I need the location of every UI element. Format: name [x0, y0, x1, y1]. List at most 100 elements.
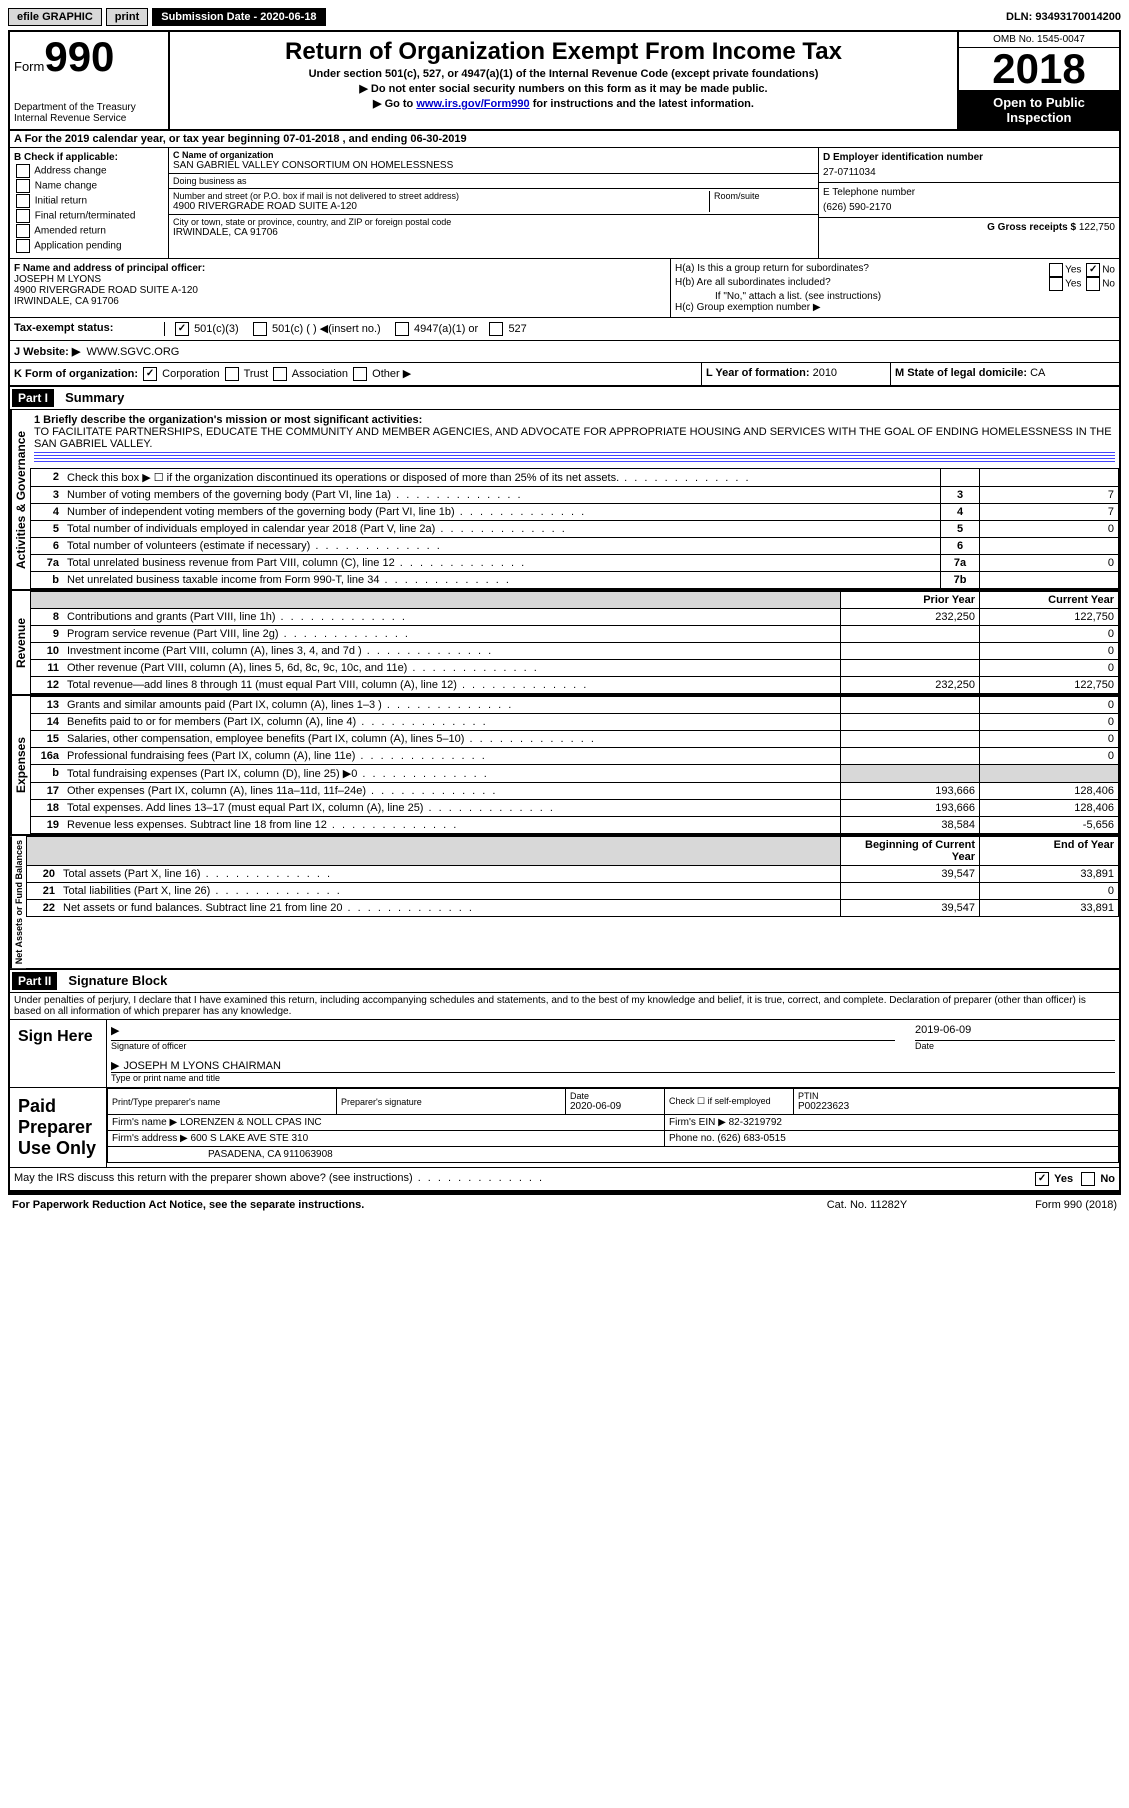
dept-label: Department of the Treasury Internal Reve… [14, 102, 164, 124]
check-corp[interactable] [143, 367, 157, 381]
check-501c[interactable] [253, 322, 267, 336]
table-row: 20Total assets (Part X, line 16)39,54733… [27, 866, 1119, 883]
addr-label: Number and street (or P.O. box if mail i… [173, 191, 709, 201]
pra-notice: For Paperwork Reduction Act Notice, see … [12, 1199, 767, 1211]
officer-signature-line[interactable] [111, 1024, 895, 1041]
subdate-value: 2020-06-18 [260, 11, 316, 23]
check-amended[interactable]: Amended return [14, 224, 164, 238]
table-row: 6Total number of volunteers (estimate if… [31, 538, 1119, 555]
firm-ein: 82-3219792 [729, 1117, 782, 1128]
501c3-label: 501(c)(3) [194, 323, 239, 335]
dln-label: DLN: 93493170014200 [1006, 11, 1121, 23]
part1-header: Part I Summary [10, 387, 1119, 410]
table-row: 7aTotal unrelated business revenue from … [31, 555, 1119, 572]
check-assoc[interactable] [273, 367, 287, 381]
corp-label: Corporation [162, 368, 219, 380]
revenue-table: Prior YearCurrent Year8Contributions and… [30, 591, 1119, 694]
k-column: K Form of organization: Corporation Trus… [10, 363, 702, 385]
d-label: D Employer identification number [823, 152, 1115, 163]
header-mid: Return of Organization Exempt From Incom… [170, 32, 957, 129]
officer-name: JOSEPH M LYONS [14, 274, 666, 285]
gross-receipts: 122,750 [1079, 222, 1115, 233]
hb-yes: Yes [1065, 279, 1081, 290]
other-label: Other ▶ [372, 368, 411, 380]
m-label: M State of legal domicile: [895, 367, 1027, 379]
mission-label: 1 Briefly describe the organization's mi… [34, 414, 1115, 426]
prep-sig-label: Preparer's signature [341, 1097, 561, 1107]
efile-button[interactable]: efile GRAPHIC [8, 8, 102, 26]
header-sub1: Under section 501(c), 527, or 4947(a)(1)… [178, 68, 949, 80]
prep-date: 2020-06-09 [570, 1101, 660, 1112]
column-deg: D Employer identification number 27-0711… [818, 148, 1119, 258]
j-label: J Website: ▶ [14, 346, 80, 358]
firm-phone: (626) 683-0515 [717, 1133, 785, 1144]
firm-addr1: 600 S LAKE AVE STE 310 [191, 1133, 309, 1144]
officer-name-line: JOSEPH M LYONS CHAIRMAN [111, 1059, 1115, 1073]
l-label: L Year of formation: [706, 367, 810, 379]
i-label: Tax-exempt status: [14, 322, 165, 336]
header-left: Form990 Department of the Treasury Inter… [10, 32, 170, 129]
header-sub3: ▶ Go to www.irs.gov/Form990 for instruct… [178, 97, 949, 110]
sub3-post: for instructions and the latest informat… [530, 98, 754, 110]
discuss-no: No [1100, 1173, 1115, 1185]
city-label: City or town, state or province, country… [173, 217, 814, 227]
table-row: 2Check this box ▶ ☐ if the organization … [31, 469, 1119, 487]
m-column: M State of legal domicile: CA [891, 363, 1119, 385]
instructions-link[interactable]: www.irs.gov/Form990 [416, 98, 529, 110]
column-b: B Check if applicable: Address change Na… [10, 148, 169, 258]
phone-value: (626) 590-2170 [823, 202, 1115, 213]
header-right: OMB No. 1545-0047 2018 Open to Public In… [957, 32, 1119, 129]
hb-label: H(b) Are all subordinates included? [675, 277, 1047, 291]
c-name-label: C Name of organization [173, 150, 814, 160]
sig-date: 2019-06-09 [915, 1024, 1115, 1041]
check-other[interactable] [353, 367, 367, 381]
table-row: 4Number of independent voting members of… [31, 504, 1119, 521]
check-501c3[interactable] [175, 322, 189, 336]
org-name: SAN GABRIEL VALLEY CONSORTIUM ON HOMELES… [173, 160, 814, 171]
discuss-no-check[interactable] [1081, 1172, 1095, 1186]
preparer-table: Print/Type preparer's name Preparer's si… [107, 1088, 1119, 1163]
header-sub2: ▶ Do not enter social security numbers o… [178, 82, 949, 95]
paid-preparer-row: Paid Preparer Use Only Print/Type prepar… [10, 1088, 1119, 1168]
check-address[interactable]: Address change [14, 164, 164, 178]
hb-note: If "No," attach a list. (see instruction… [675, 291, 1115, 302]
addr-value: 4900 RIVERGRADE ROAD SUITE A-120 [173, 201, 709, 212]
website-value: WWW.SGVC.ORG [86, 346, 179, 358]
tax-exempt-row: Tax-exempt status: 501(c)(3) 501(c) ( ) … [10, 318, 1119, 341]
b-label: B Check if applicable: [14, 152, 164, 163]
table-row: 11Other revenue (Part VIII, column (A), … [31, 660, 1119, 677]
prep-name-label: Print/Type preparer's name [112, 1097, 332, 1107]
check-application[interactable]: Application pending [14, 239, 164, 253]
print-button[interactable]: print [106, 8, 148, 26]
section-bcdeg: B Check if applicable: Address change Na… [10, 148, 1119, 259]
vert-netassets: Net Assets or Fund Balances [10, 836, 26, 968]
check-trust[interactable] [225, 367, 239, 381]
table-row: 13Grants and similar amounts paid (Part … [31, 697, 1119, 714]
trust-label: Trust [244, 368, 269, 380]
sign-here-row: Sign Here Signature of officer 2019-06-0… [10, 1020, 1119, 1088]
501c-label: 501(c) ( ) ◀(insert no.) [272, 323, 381, 335]
section-fh: F Name and address of principal officer:… [10, 259, 1119, 318]
city-value: IRWINDALE, CA 91706 [173, 227, 814, 238]
table-row: 17Other expenses (Part IX, column (A), l… [31, 783, 1119, 800]
check-4947[interactable] [395, 322, 409, 336]
table-row: 16aProfessional fundraising fees (Part I… [31, 748, 1119, 765]
tax-year: 2018 [959, 48, 1119, 91]
officer-name-label: Type or print name and title [111, 1073, 1115, 1083]
ptin-label: PTIN [798, 1091, 1114, 1101]
vert-governance: Activities & Governance [10, 410, 30, 589]
netassets-section: Net Assets or Fund Balances Beginning of… [10, 836, 1119, 970]
expenses-section: Expenses 13Grants and similar amounts pa… [10, 696, 1119, 836]
discuss-yes-check[interactable] [1035, 1172, 1049, 1186]
table-row: 3Number of voting members of the governi… [31, 487, 1119, 504]
check-name[interactable]: Name change [14, 179, 164, 193]
check-initial[interactable]: Initial return [14, 194, 164, 208]
officer-sig-label: Signature of officer [111, 1041, 895, 1051]
check-final[interactable]: Final return/terminated [14, 209, 164, 223]
check-527[interactable] [489, 322, 503, 336]
vert-expenses: Expenses [10, 696, 30, 834]
form-header: Form990 Department of the Treasury Inter… [10, 32, 1119, 131]
ha-yes: Yes [1065, 265, 1081, 276]
netassets-table: Beginning of Current YearEnd of Year20To… [26, 836, 1119, 917]
sign-here-label: Sign Here [10, 1020, 107, 1087]
